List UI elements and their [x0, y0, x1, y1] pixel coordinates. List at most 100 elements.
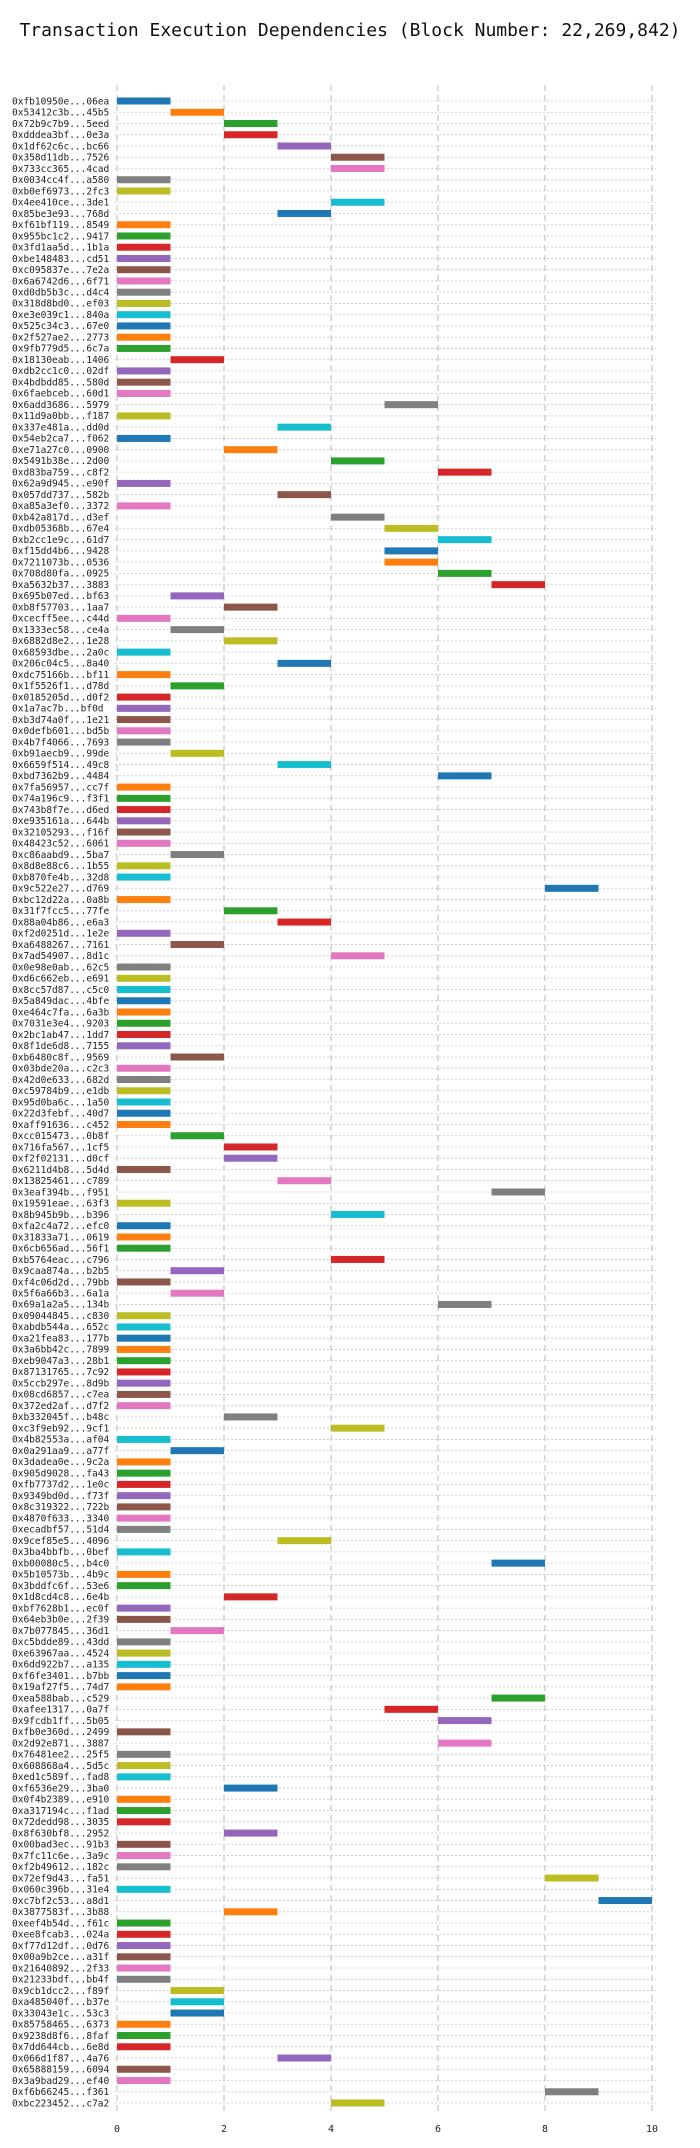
bar-164: [117, 1942, 171, 1950]
y-tick-label: 0xecadbf57...51d4: [12, 1525, 110, 1536]
y-tick-label: 0x4b7f4066...7693: [12, 737, 109, 748]
bar-113: [117, 1368, 171, 1376]
y-tick-label: 0xe935161a...644b: [12, 816, 110, 827]
bar-139: [117, 1660, 171, 1668]
y-tick-label: 0x9c522e27...d769: [12, 884, 110, 895]
y-tick-label: 0x7031e3e4...9203: [12, 1019, 109, 1030]
bar-44: [170, 592, 224, 600]
x-tick-label: 8: [542, 2124, 548, 2135]
bar-162: [117, 1919, 171, 1927]
bar-116: [117, 1402, 171, 1410]
bar-110: [117, 1334, 171, 1342]
y-tick-label: 0x85758465...6373: [12, 2020, 109, 2031]
bar-22: [117, 344, 171, 352]
y-tick-label: 0xc7bf2c53...a8d1: [12, 1896, 110, 1907]
y-tick-label: 0xdb05368b...67e4: [12, 524, 110, 535]
bar-3: [224, 131, 278, 139]
y-tick-label: 0x0defb601...bd5b: [12, 726, 110, 737]
bar-54: [117, 704, 171, 712]
bar-0: [117, 97, 171, 105]
bar-76: [331, 952, 385, 960]
bar-161: [224, 1908, 278, 1916]
y-tick-label: 0x3ba4bbfb...0bef: [12, 1547, 109, 1558]
bar-15: [117, 266, 171, 274]
bar-155: [117, 1840, 171, 1848]
y-tick-label: 0x21640892...2f33: [12, 1963, 109, 1974]
y-tick-label: 0x8c319322...722b: [12, 1502, 110, 1513]
y-tick-label: 0x54eb2ca7...f062: [12, 434, 109, 445]
y-tick-label: 0x03bde20a...c2c3: [12, 1064, 109, 1075]
y-tick-label: 0xb00080c5...b4c0: [12, 1558, 110, 1569]
bar-101: [117, 1233, 171, 1241]
bar-160: [598, 1897, 652, 1905]
bar-157: [117, 1863, 171, 1871]
y-tick-label: 0xd83ba759...c8f2: [12, 467, 109, 478]
bar-147: [117, 1750, 171, 1758]
y-tick-labels: 0xfb10950e...06ea0x53412c3b...45b50x72b9…: [12, 96, 110, 2109]
y-tick-label: 0x6659f514...49c8: [12, 760, 110, 771]
x-tick-label: 4: [328, 2124, 334, 2135]
y-tick-label: 0xee8fcab3...024a: [12, 1930, 109, 1941]
bar-124: [117, 1492, 171, 1500]
y-tick-label: 0xea588bab...c529: [12, 1693, 110, 1704]
y-tick-label: 0xbc12d22a...0a8b: [12, 895, 110, 906]
bar-140: [117, 1672, 171, 1680]
bar-53: [117, 693, 171, 701]
y-tick-label: 0x9caa874a...b2b5: [12, 1266, 109, 1277]
y-tick-label: 0x2bc1ab47...1dd7: [12, 1030, 109, 1041]
bar-153: [117, 1818, 171, 1826]
y-tick-label: 0xe3e039c1...840a: [12, 310, 109, 321]
y-tick-label: 0x53412c3b...45b5: [12, 108, 109, 119]
bar-11: [117, 221, 171, 229]
y-tick-label: 0x72b9c7b9...5eed: [12, 119, 109, 130]
y-tick-label: 0x1d8cd4c8...6e4b: [12, 1592, 110, 1603]
bar-127: [117, 1525, 171, 1533]
y-tick-label: 0xaff91636...c452: [12, 1120, 109, 1131]
bar-112: [117, 1357, 171, 1365]
y-tick-label: 0xb2cc1e9c...61d7: [12, 535, 109, 546]
y-tick-label: 0xc86aabd9...5ba7: [12, 850, 109, 861]
bar-71: [117, 896, 171, 904]
bar-119: [117, 1435, 171, 1443]
bar-136: [170, 1627, 224, 1635]
y-tick-label: 0xa85a3ef0...3372: [12, 501, 109, 512]
y-tick-label: 0x905d9028...fa43: [12, 1468, 109, 1479]
y-tick-label: 0x5f6a66b3...6a1a: [12, 1289, 109, 1300]
bar-148: [117, 1762, 171, 1770]
bar-138: [117, 1649, 171, 1657]
y-tick-label: 0xbf7628b1...ec0f: [12, 1603, 109, 1614]
bar-89: [117, 1098, 171, 1106]
x-tick-label: 10: [646, 2124, 658, 2135]
bar-141: [117, 1683, 171, 1691]
y-tick-label: 0x4870f633...3340: [12, 1513, 110, 1524]
y-tick-label: 0x6faebceb...60d1: [12, 389, 110, 400]
grid-lines: [115, 85, 656, 2115]
bar-74: [117, 929, 171, 937]
bar-125: [117, 1503, 171, 1511]
y-tick-label: 0xa317194c...f1ad: [12, 1806, 109, 1817]
y-tick-label: 0x337e481a...dd0d: [12, 422, 109, 433]
y-tick-label: 0x608868a4...5d5c: [12, 1761, 109, 1772]
bar-2: [224, 119, 278, 127]
y-tick-label: 0x6a6742d6...6f71: [12, 276, 110, 287]
y-tick-label: 0xed1c589f...fad8: [12, 1772, 110, 1783]
bar-77: [117, 963, 171, 971]
y-tick-label: 0x18130eab...1406: [12, 355, 110, 366]
bar-35: [277, 491, 331, 499]
y-tick-label: 0x7ad54907...8d1c: [12, 951, 109, 962]
y-tick-label: 0xfb10950e...06ea: [12, 96, 109, 107]
bar-99: [331, 1210, 385, 1218]
y-tick-label: 0x0e98e0ab...62c5: [12, 962, 109, 973]
y-tick-label: 0xd0db5b3c...d4c4: [12, 288, 110, 299]
bar-62: [117, 794, 171, 802]
y-tick-label: 0xcecff5ee...c44d: [12, 614, 109, 625]
y-tick-label: 0xe464c7fa...6a3b: [12, 1007, 110, 1018]
bar-107: [438, 1300, 492, 1308]
bar-61: [117, 783, 171, 791]
y-tick-label: 0xcc015473...0b8f: [12, 1131, 109, 1142]
y-tick-label: 0x5491b38e...2d00: [12, 456, 110, 467]
bar-133: [224, 1593, 278, 1601]
bar-84: [117, 1042, 171, 1050]
bar-92: [170, 1132, 224, 1140]
bar-168: [170, 1987, 224, 1995]
